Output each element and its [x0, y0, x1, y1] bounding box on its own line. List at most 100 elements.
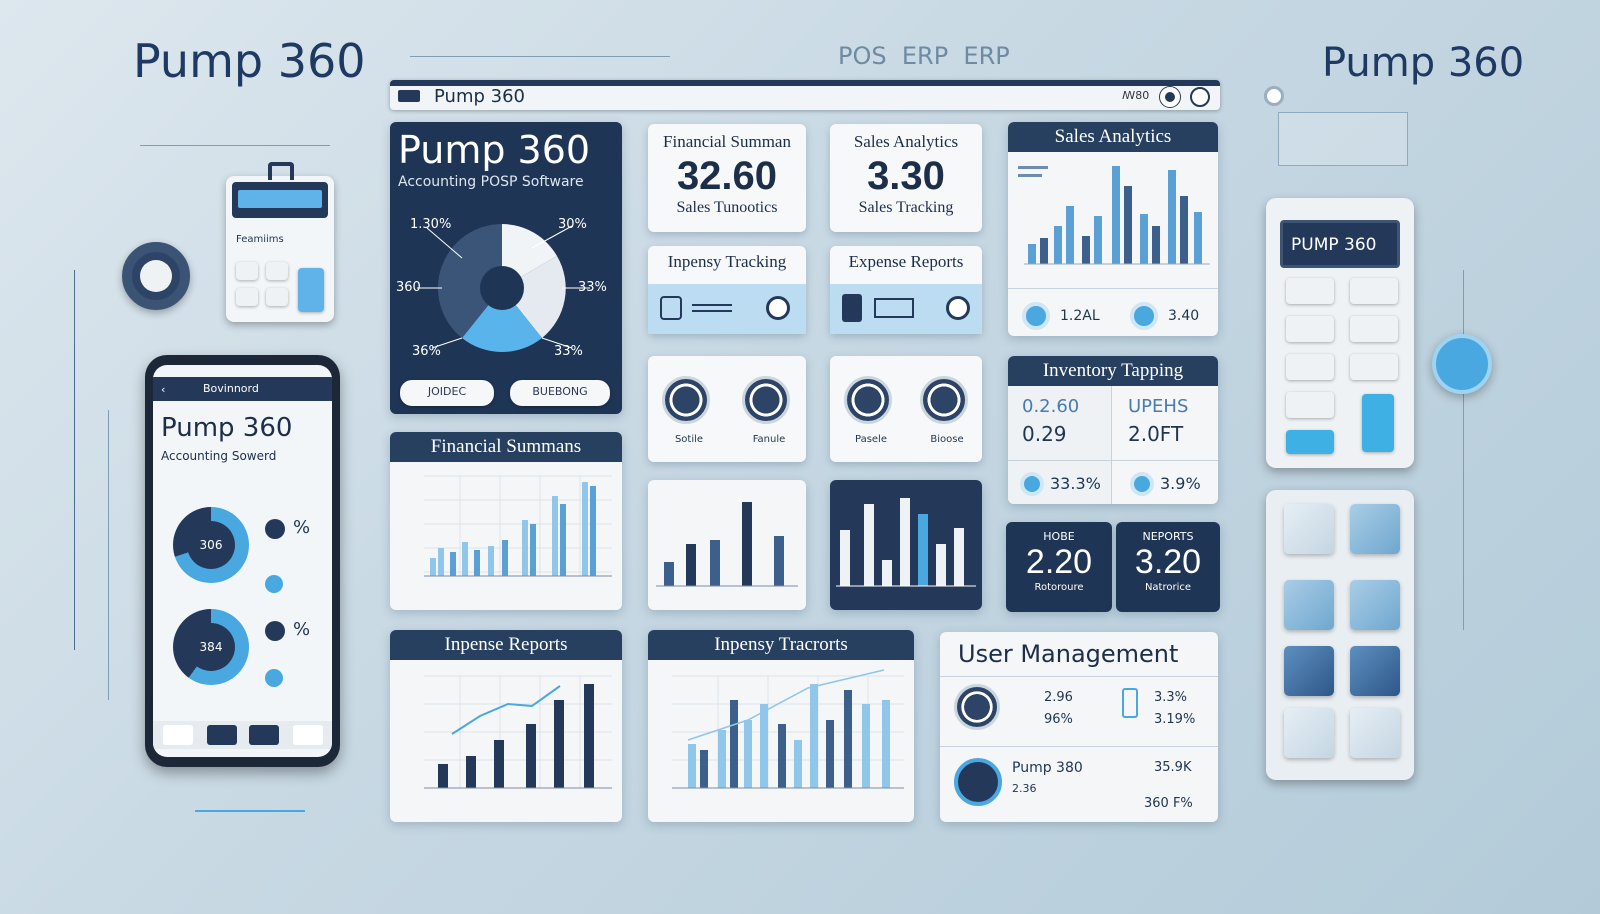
user-avatar[interactable]: [954, 758, 1002, 806]
calculator-display: PUMP 360: [1280, 220, 1400, 268]
calc-equals-key[interactable]: [1362, 394, 1394, 452]
divider-line: [195, 810, 305, 812]
status-icon: [265, 575, 283, 593]
calc-key[interactable]: [266, 262, 288, 280]
hero-label-2: 30%: [558, 217, 587, 232]
face-icon[interactable]: [844, 376, 892, 424]
icon-label: Fanule: [752, 434, 786, 445]
icon-label: Pasele: [854, 434, 887, 445]
calc-key[interactable]: [1350, 316, 1398, 342]
panel-title: User Management: [958, 640, 1179, 668]
user-management-panel: User Management 2.96 96% 3.3% 3.19% Pump…: [940, 632, 1218, 822]
brand-title-right: Pump 360: [1322, 40, 1525, 86]
fan-button[interactable]: [1432, 334, 1492, 394]
gear-icon[interactable]: [920, 376, 968, 424]
tab-check-icon[interactable]: [249, 725, 279, 745]
panel-title: Inventory Tapping: [1008, 356, 1218, 386]
panel-title: Financial Summans: [390, 432, 622, 462]
triangle-tile-icon[interactable]: [1284, 580, 1334, 630]
user-row2-b: 2.36: [1012, 782, 1037, 795]
window-icon: [398, 90, 420, 102]
note-tile-icon[interactable]: [1284, 708, 1334, 758]
copy-tile-icon[interactable]: [1350, 580, 1400, 630]
stat-caption: Natrorice: [1144, 582, 1192, 593]
hero-button-right[interactable]: BUEBONG: [510, 380, 610, 406]
divider-line: [74, 270, 75, 650]
sales-tracking-card[interactable]: Sales Analytics 3.30 Sales Tracking: [830, 124, 982, 232]
calc-key[interactable]: [1350, 278, 1398, 304]
calculator: PUMP 360: [1266, 198, 1414, 468]
image-tile-icon[interactable]: [1350, 504, 1400, 554]
inventory-left-mid: 0.29: [1022, 422, 1067, 446]
window-titlebar[interactable]: Pump 360 ꟿ80: [390, 80, 1220, 110]
grid-tile-icon[interactable]: [1284, 646, 1334, 696]
status-icon: [265, 669, 283, 687]
donut-value: 384: [187, 623, 235, 671]
panel-title: Sales Analytics: [1008, 122, 1218, 152]
user-row2-a: 35.9K: [1154, 760, 1192, 775]
inventory-right-top: UPEHS: [1128, 396, 1189, 417]
power-icon[interactable]: [1190, 87, 1210, 107]
status-icon: [265, 519, 285, 539]
tool-icon[interactable]: [742, 376, 790, 424]
tab-home-icon[interactable]: [163, 725, 193, 745]
card-caption: Sales Tunootics: [676, 199, 778, 216]
image2-tile-icon[interactable]: [1350, 708, 1400, 758]
list-icon: [874, 298, 914, 318]
user-icon[interactable]: [954, 684, 1000, 730]
hero-panel: Pump 360 Accounting POSP Software 1.30% …: [390, 122, 622, 414]
calc-key[interactable]: [1286, 430, 1334, 454]
sales-bar-chart: [1018, 166, 1210, 265]
phone-tabbar: [153, 721, 332, 749]
status-icon[interactable]: [1020, 472, 1044, 496]
chart-icon[interactable]: [1022, 302, 1050, 330]
calc-key[interactable]: [1286, 392, 1334, 418]
user-row1-b: 96%: [1044, 712, 1073, 727]
fan-icon[interactable]: [662, 376, 710, 424]
inventory-panel: Inventory Tapping 0.2.60 0.29 UPEHS 2.0F…: [1008, 356, 1218, 504]
calc-key[interactable]: [1350, 354, 1398, 380]
stat-value: 2.20: [1025, 543, 1093, 581]
chart-icon[interactable]: [1130, 302, 1158, 330]
device-icon[interactable]: [842, 294, 862, 322]
inpensy-tracking-card[interactable]: Inpensy Tracking: [648, 246, 806, 334]
calc-key[interactable]: [236, 288, 258, 306]
financial-summary-card[interactable]: Financial Summan 32.60 Sales Tunootics: [648, 124, 806, 232]
phone-subtitle: Accounting Sowerd: [161, 449, 277, 463]
bar-chart-panel: [648, 480, 806, 610]
star-tile-icon[interactable]: [1350, 646, 1400, 696]
settings-icon[interactable]: [1160, 87, 1180, 107]
phone-donut-1: 306: [173, 507, 249, 583]
stat-card-right[interactable]: NEPORTS 3.20 Natrorice: [1116, 522, 1220, 612]
binder-clip: [268, 162, 294, 180]
tab-settings-icon[interactable]: [293, 725, 323, 745]
calc-key[interactable]: [266, 288, 288, 306]
card-value: 32.60: [676, 154, 778, 198]
edit-tile-icon[interactable]: [1284, 504, 1334, 554]
doc-icon[interactable]: [660, 296, 682, 320]
back-icon[interactable]: ‹: [161, 383, 166, 396]
phone-title: Pump 360: [161, 413, 293, 443]
inventory-right-pct: 3.9%: [1160, 474, 1201, 493]
hero-button-left[interactable]: JOIDEC: [400, 380, 494, 406]
card-toolbar: [830, 284, 982, 334]
hero-label-6: 33%: [554, 344, 583, 359]
hero-subtitle: Accounting POSP Software: [398, 174, 584, 190]
window-title: Pump 360: [434, 86, 525, 107]
calc-key[interactable]: [1286, 316, 1334, 342]
stat-title: NEPORTS: [1142, 530, 1194, 543]
phone-navbar: ‹ Bovinnord: [153, 377, 332, 401]
status-icon[interactable]: [1130, 472, 1154, 496]
stat-value: 3.20: [1134, 543, 1202, 581]
display-stand: [1278, 112, 1408, 166]
stat-card-left[interactable]: HOBE 2.20 Rotoroure: [1006, 522, 1112, 612]
card-title: Financial Summan: [663, 132, 791, 151]
search-icon[interactable]: [766, 296, 790, 320]
expense-reports-card[interactable]: Expense Reports: [830, 246, 982, 334]
calc-key[interactable]: [236, 262, 258, 280]
tab-chart-icon[interactable]: [207, 725, 237, 745]
search-icon[interactable]: [946, 296, 970, 320]
calc-enter-key[interactable]: [298, 268, 324, 312]
calc-key[interactable]: [1286, 278, 1334, 304]
calc-key[interactable]: [1286, 354, 1334, 380]
